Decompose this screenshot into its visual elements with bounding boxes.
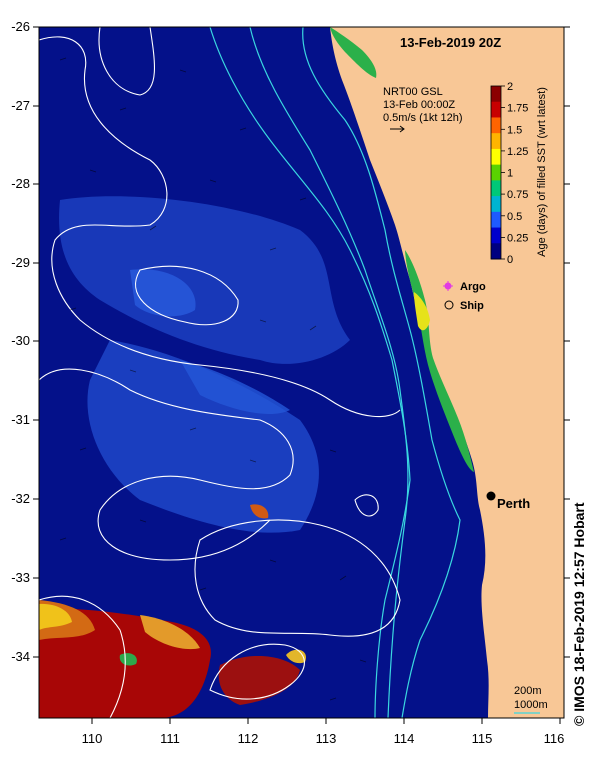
map-title: 13-Feb-2019 20Z [400, 35, 501, 50]
colorbar-tick-label: 1 [507, 168, 513, 180]
isobath-key-1000m: 1000m [514, 699, 548, 711]
lat-tick-label: -34 [11, 649, 30, 664]
age-region-high [119, 653, 137, 666]
isobath-200m [302, 27, 461, 718]
credit-text: © IMOS 18-Feb-2019 12:57 Hobart [571, 502, 587, 726]
credit-label: IMOS 18-Feb-2019 12:57 Hobart [571, 502, 587, 712]
colorbar-tick-label: 0.5 [507, 211, 522, 223]
colorbar-tick-label: 0.75 [507, 189, 528, 201]
age-region-low [59, 196, 351, 364]
isobath-key-200m: 200m [514, 685, 542, 697]
colorbar-segment [491, 180, 501, 197]
colorbar-tick-label: 2 [507, 81, 513, 93]
lat-tick-label: -29 [11, 255, 30, 270]
colorbar-segment [491, 211, 501, 229]
lon-tick-label: 112 [238, 731, 259, 746]
star-icon [443, 281, 453, 291]
velocity-scale: 0.5m/s (1kt 12h) [383, 112, 462, 124]
isobath-1000m [209, 27, 411, 718]
ssh-contour [135, 265, 239, 326]
colorbar-segment [491, 243, 501, 260]
colorbar-segment [491, 86, 501, 103]
coastal-fill [330, 27, 377, 78]
age-region-high [250, 504, 269, 519]
colorbar-segment [491, 133, 501, 150]
coastal-fill [414, 292, 430, 331]
legend-ship-label: Ship [460, 300, 484, 312]
lon-tick-label: 110 [82, 731, 103, 746]
age-region-low [87, 340, 319, 533]
colorbar-segment [491, 117, 501, 134]
circle-icon [444, 300, 454, 310]
colorbar-tick-label: 1.5 [507, 124, 522, 136]
ssh-contour [209, 643, 305, 700]
lat-tick-label: -31 [11, 412, 30, 427]
lon-tick-label: 113 [316, 731, 337, 746]
isobath-1000m [249, 27, 409, 718]
product-source: NRT00 GSL [383, 86, 443, 98]
ssh-contour [98, 27, 155, 96]
age-region-high [218, 655, 300, 705]
colorbar-label: Age (days) of filled SST (wrt latest) [536, 87, 548, 257]
colorbar-segment [491, 164, 501, 181]
place-label-perth: Perth [497, 496, 530, 511]
product-date: 13-Feb 00:00Z [383, 99, 455, 111]
lon-tick-label: 114 [394, 731, 415, 746]
ssh-contour [354, 494, 379, 517]
lat-tick-label: -26 [11, 19, 30, 34]
axis-ticks [33, 26, 570, 724]
lat-tick-label: -30 [11, 333, 30, 348]
ssh-contour [39, 595, 126, 718]
plot-frame [38, 26, 565, 719]
colorbar-segment [491, 227, 501, 244]
ssh-contour [39, 368, 294, 561]
ssh-contour [39, 36, 401, 418]
legend-argo-label: Argo [460, 281, 486, 293]
colorbar-tick-label: 0.25 [507, 232, 528, 244]
lat-tick-label: -33 [11, 570, 30, 585]
land-area [330, 27, 564, 718]
copyright-icon: © [571, 715, 587, 726]
colorbar-tick-label: 1.25 [507, 146, 528, 158]
age-region-high [140, 615, 200, 650]
lon-tick-label: 115 [472, 731, 493, 746]
age-region-high [39, 603, 72, 630]
perth-marker [486, 491, 496, 501]
ssh-contour [194, 519, 401, 637]
colorbar-segment [491, 196, 501, 213]
lat-tick-label: -27 [11, 98, 30, 113]
lon-tick-label: 111 [160, 731, 180, 746]
lat-tick-label: -28 [11, 176, 30, 191]
arrow-right-icon [390, 125, 405, 133]
colorbar-tick-label: 1.75 [507, 103, 528, 115]
current-vectors [59, 57, 367, 701]
lat-tick-label: -32 [11, 491, 30, 506]
lon-tick-label: 116 [544, 731, 565, 746]
age-region-low [180, 360, 290, 415]
colorbar-tick-label: 0 [507, 254, 513, 266]
colorbar-ticks [501, 85, 505, 260]
colorbar-segment [491, 101, 501, 118]
colorbar-segment [491, 148, 501, 166]
